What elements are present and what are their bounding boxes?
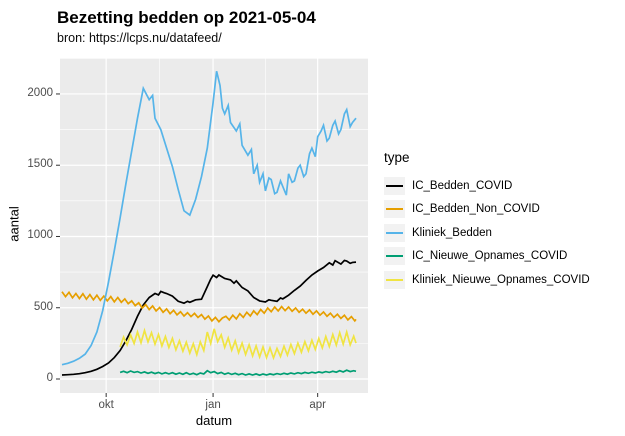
series-line-IC_Bedden_Non_COVID — [61, 290, 357, 323]
legend-entry: Kliniek_Bedden — [384, 221, 590, 245]
legend-entry: Kliniek_Nieuwe_Opnames_COVID — [384, 268, 590, 292]
legend-key-line-icon — [386, 231, 403, 234]
legend-key-swatch — [384, 200, 405, 219]
y-tick-label: 1000 — [27, 229, 53, 242]
legend-entry: IC_Nieuwe_Opnames_COVID — [384, 245, 590, 269]
legend-key-swatch — [384, 247, 405, 266]
legend-entry-label: IC_Nieuwe_Opnames_COVID — [412, 250, 568, 263]
y-tick-label: 2000 — [27, 86, 53, 99]
series-line-Kliniek_Nieuwe_Opnames_COVID — [119, 327, 357, 361]
chart-subtitle: bron: https://lcps.nu/datafeed/ — [57, 31, 222, 45]
series-line-IC_Bedden_COVID — [61, 259, 357, 376]
legend-key-swatch — [384, 270, 405, 289]
plot-svg — [56, 58, 368, 397]
series-line-IC_Nieuwe_Opnames_COVID — [119, 369, 357, 377]
x-axis-label: datum — [195, 413, 233, 428]
legend-key-swatch — [384, 223, 405, 242]
legend-entry-label: Kliniek_Bedden — [412, 226, 492, 239]
x-tick-label: okt — [98, 399, 114, 411]
legend-entry: IC_Bedden_Non_COVID — [384, 198, 590, 222]
x-tick-label: apr — [309, 399, 326, 411]
legend-key-line-icon — [386, 184, 403, 187]
legend-key-line-icon — [386, 208, 403, 211]
legend-entry: IC_Bedden_COVID — [384, 174, 590, 198]
legend-entries: IC_Bedden_COVID IC_Bedden_Non_COVID Klinie… — [384, 174, 590, 292]
plot-panel — [56, 58, 368, 397]
legend-key-line-icon — [386, 278, 403, 281]
y-tick-label: 500 — [33, 300, 53, 313]
legend: type IC_Bedden_COVID IC_Bedden_Non_COVID K… — [384, 150, 590, 292]
x-tick-label: jan — [205, 399, 221, 411]
legend-entry-label: IC_Bedden_COVID — [412, 179, 513, 192]
legend-title: type — [384, 150, 410, 165]
legend-entry-label: IC_Bedden_Non_COVID — [412, 203, 540, 216]
y-tick-label: 1500 — [27, 158, 53, 171]
chart-title: Bezetting bedden op 2021-05-04 — [57, 8, 316, 27]
legend-key-line-icon — [386, 255, 403, 258]
legend-key-swatch — [384, 176, 405, 195]
series-line-Kliniek_Bedden — [61, 71, 357, 366]
legend-entry-label: Kliniek_Nieuwe_Opnames_COVID — [412, 273, 590, 286]
y-tick-label: 0 — [46, 372, 53, 384]
